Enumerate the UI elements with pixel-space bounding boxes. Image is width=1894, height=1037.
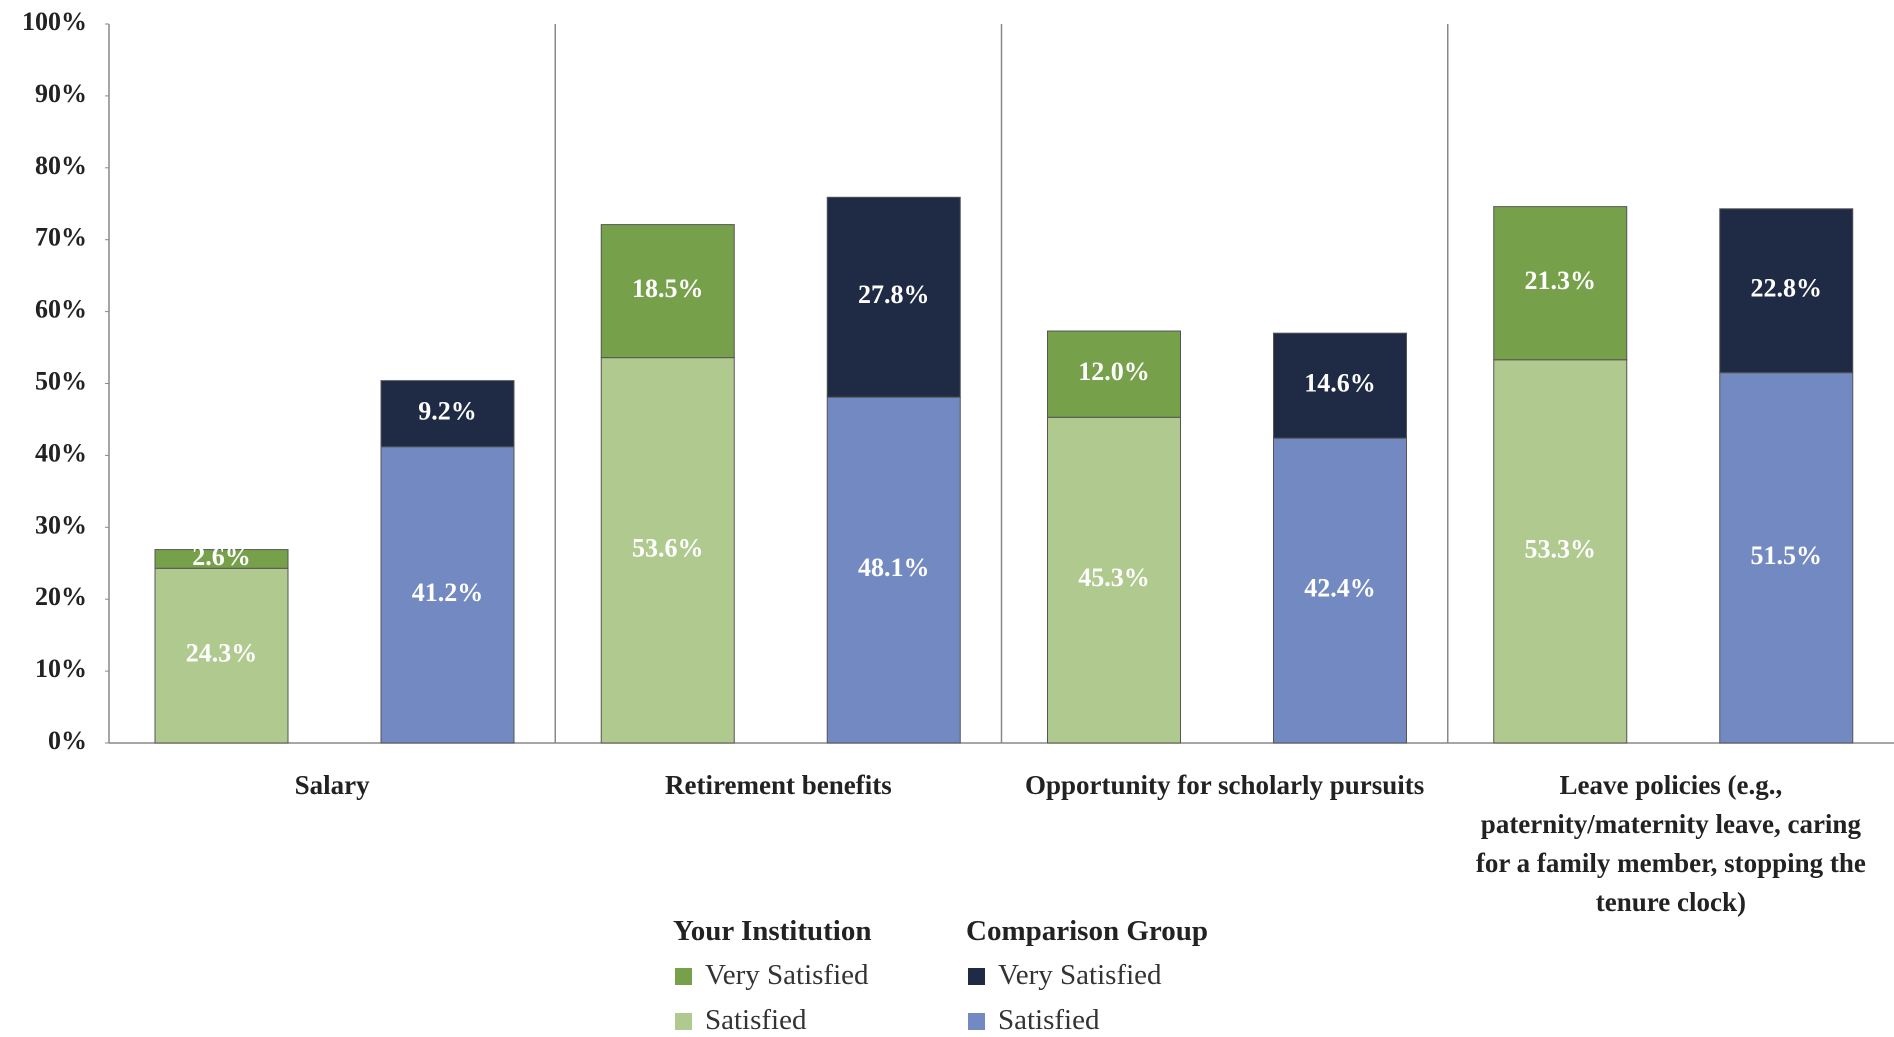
- y-tick-label: 0%: [48, 726, 87, 755]
- y-tick-label: 50%: [35, 366, 87, 395]
- bar-segment: [1719, 372, 1854, 744]
- x-tick-label: Salary: [294, 770, 370, 800]
- legend-swatch: [675, 1013, 692, 1030]
- x-tick-label: Retirement benefits: [665, 770, 892, 800]
- bar-segment: [1719, 208, 1854, 374]
- value-label: 24.3%: [186, 639, 258, 668]
- value-label: 21.3%: [1525, 266, 1597, 295]
- bar-segment: [380, 446, 515, 744]
- y-tick-label: 100%: [22, 7, 87, 36]
- y-tick-label: 20%: [35, 582, 87, 611]
- bar-segment: [826, 196, 961, 398]
- bar-segment: [826, 396, 961, 744]
- bar-segment: [600, 357, 735, 744]
- value-label: 12.0%: [1078, 357, 1150, 386]
- bar-segment: [1047, 330, 1181, 418]
- legend-title: Comparison Group: [966, 915, 1208, 947]
- value-label: 42.4%: [1304, 574, 1376, 603]
- legend-swatch: [968, 1013, 985, 1030]
- bar-segment: [1047, 416, 1181, 744]
- value-label: 22.8%: [1751, 274, 1823, 303]
- value-label: 9.2%: [418, 397, 477, 426]
- legend-swatch: [675, 968, 692, 985]
- bar-segment: [1273, 437, 1407, 744]
- y-tick-label: 30%: [35, 510, 87, 539]
- bar-segment: [154, 567, 289, 744]
- legend-label: Very Satisfied: [705, 959, 869, 991]
- value-label: 45.3%: [1078, 563, 1150, 592]
- value-label: 14.6%: [1304, 369, 1376, 398]
- legend-label: Satisfied: [705, 1004, 807, 1036]
- y-tick-label: 40%: [35, 438, 87, 467]
- bar-segment: [1493, 206, 1628, 361]
- x-tick-label: Opportunity for scholarly pursuits: [1024, 770, 1425, 800]
- value-label: 18.5%: [632, 274, 704, 303]
- legend-swatch: [968, 968, 985, 985]
- legend-label: Very Satisfied: [998, 959, 1162, 991]
- legend-label: Satisfied: [998, 1004, 1100, 1036]
- bar-segment: [154, 549, 289, 569]
- value-label: 51.5%: [1751, 541, 1823, 570]
- value-label: 2.6%: [192, 542, 251, 571]
- value-label: 53.6%: [632, 533, 704, 562]
- value-label: 53.3%: [1525, 534, 1597, 563]
- bar-segment: [1273, 332, 1407, 439]
- bar-segment: [600, 224, 735, 359]
- bar-segment: [380, 380, 515, 448]
- x-tick-label: Leave policies (e.g., paternity/maternit…: [1475, 770, 1866, 917]
- value-label: 41.2%: [412, 578, 484, 607]
- legend-title: Your Institution: [673, 915, 872, 947]
- y-tick-label: 90%: [35, 79, 87, 108]
- bar-segment: [1493, 359, 1628, 744]
- y-tick-label: 60%: [35, 295, 87, 324]
- value-label: 48.1%: [858, 553, 930, 582]
- value-label: 27.8%: [858, 280, 930, 309]
- y-tick-label: 10%: [35, 654, 87, 683]
- y-tick-label: 70%: [35, 223, 87, 252]
- y-tick-label: 80%: [35, 151, 87, 180]
